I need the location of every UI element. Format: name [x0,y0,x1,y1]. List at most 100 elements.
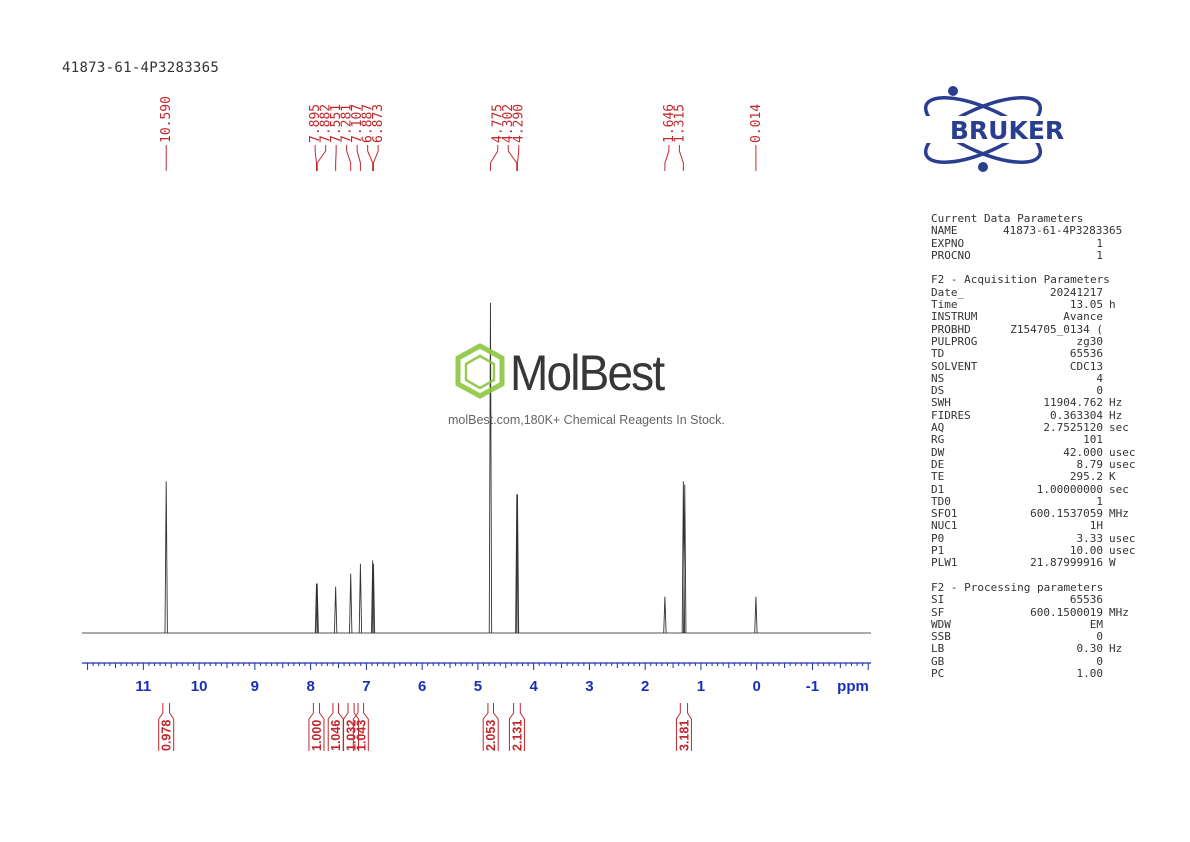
peak-label: 7.895 [308,104,323,143]
param-unit [1103,594,1109,606]
param-value: 1 [1096,248,1103,262]
x-tick-label: 11 [135,678,151,695]
param-unit [1103,348,1109,360]
integral-value: 1.043 [354,720,368,751]
param-row: INSTRUM Avance [931,310,1146,324]
integral-bracket [482,703,499,751]
integral-bracket [343,703,360,751]
param-row: SFO1 600.1537059 MHz [931,507,1146,520]
param-name: PROCNO [931,248,971,262]
param-row: TE 295.2 K [931,470,1146,484]
integral-value: 1.000 [310,720,324,751]
spectrum-peak [349,573,353,634]
param-name: DS [931,384,945,398]
param-unit [1103,324,1109,336]
param-unit: sec [1109,421,1129,435]
param-value: 65536 [1069,347,1103,361]
param-value: 21.87999916 [1030,556,1103,570]
spectrum-peak [334,586,338,634]
integral-bracket [352,703,369,751]
param-unit: K [1109,470,1116,484]
peak-label: 4.775 [491,104,506,143]
peak-label-leader [346,145,352,171]
param-row: D1 1.00000000 sec [931,482,1146,496]
param-row: GB 0 [931,654,1146,668]
param-name: DE [931,457,945,471]
param-row: SOLVENT CDC13 [931,360,1146,373]
integral-bracket [508,703,525,751]
param-value: 1.00000000 [1036,482,1103,496]
param-unit [1103,361,1109,373]
param-value: 3.33 [1076,531,1104,545]
param-value: 0 [1096,630,1103,644]
x-tick-label: 2 [641,678,649,695]
param-row: EXPNO 1 [931,236,1146,250]
benzene-logo-icon [455,343,505,399]
param-row: SF 600.1500019 MHz [931,605,1146,619]
param-value: 1 [1096,236,1103,250]
param-name: FIDRES [931,408,971,422]
param-unit [1103,668,1109,680]
integral-value: 1.046 [329,720,343,751]
param-unit [1103,311,1109,323]
nmr-spectrum-chart: 10.590 7.8957.8827.5517.2817.1076.8876.87… [82,96,871,751]
spectrum-peak [314,583,319,634]
peak-label: 6.887 [361,104,376,143]
param-name: SSB [931,630,951,644]
bruker-logo-text: BRUKER [950,116,1064,145]
param-unit [1103,434,1109,446]
peak-label-leader [372,145,379,171]
param-name: GB [931,654,945,668]
param-name: TD [931,347,945,361]
x-tick-label: 3 [585,678,593,695]
peak-label: 7.882 [319,104,334,143]
integral-value: 1.032 [345,720,359,751]
param-row: PROBHD Z154705_0134 ( [931,323,1146,336]
param-value: 0 [1096,654,1103,668]
spectrum-peak [315,583,319,634]
param-row: PULPROG zg30 [931,334,1146,348]
param-row: TD 65536 [931,347,1146,361]
param-value: EM [1089,617,1103,631]
param-value: zg30 [1076,334,1104,348]
param-unit: W [1109,556,1116,570]
molbest-watermark: MolBest molBest.com,180K+ Chemical Reage… [448,338,748,433]
param-value: 11904.762 [1043,396,1103,410]
param-unit: usec [1109,531,1136,545]
x-tick-label: 1 [697,678,705,695]
watermark-tagline: molBest.com,180K+ Chemical Reagents In S… [448,413,725,427]
param-value: 42.000 [1063,445,1103,459]
spectrum-peak [515,494,520,634]
integral-value: 2.131 [510,720,524,751]
param-value: 41873-61-4P3283365 [1003,224,1123,238]
param-name: RG [931,433,945,447]
param-value: Avance [1063,310,1103,324]
sample-title: 41873-61-4P3283365 [62,60,220,76]
param-name: P1 [931,544,945,558]
param-value: 600.1500019 [1030,605,1103,619]
spectrum-peak [164,481,168,634]
peak-label-leader [678,145,684,171]
x-tick-label: 0 [753,678,761,695]
param-row: DW 42.000 usec [931,445,1146,459]
peak-label-leader [489,145,499,171]
peak-label: 1.646 [662,104,677,143]
param-row: AQ 2.7525120 sec [931,421,1146,435]
param-row: P0 3.33 usec [931,531,1146,545]
param-row: Date_ 20241217 [931,285,1146,299]
param-value: 20241217 [1050,285,1103,299]
peak-label-leader [314,145,317,171]
param-row: DS 0 [931,384,1146,398]
param-name: NUC1 [931,519,958,533]
integral-value: 0.978 [160,720,174,751]
param-unit [1103,238,1109,250]
param-name: PULPROG [931,334,978,348]
param-unit: Hz [1109,642,1123,656]
param-row: SWH 11904.762 Hz [931,396,1146,410]
param-unit: Hz [1109,396,1123,410]
param-name: Time [931,298,958,312]
param-row: P1 10.00 usec [931,544,1146,558]
param-value: 0.30 [1076,642,1104,656]
param-value: 295.2 [1069,470,1103,484]
param-name: PLW1 [931,556,958,570]
